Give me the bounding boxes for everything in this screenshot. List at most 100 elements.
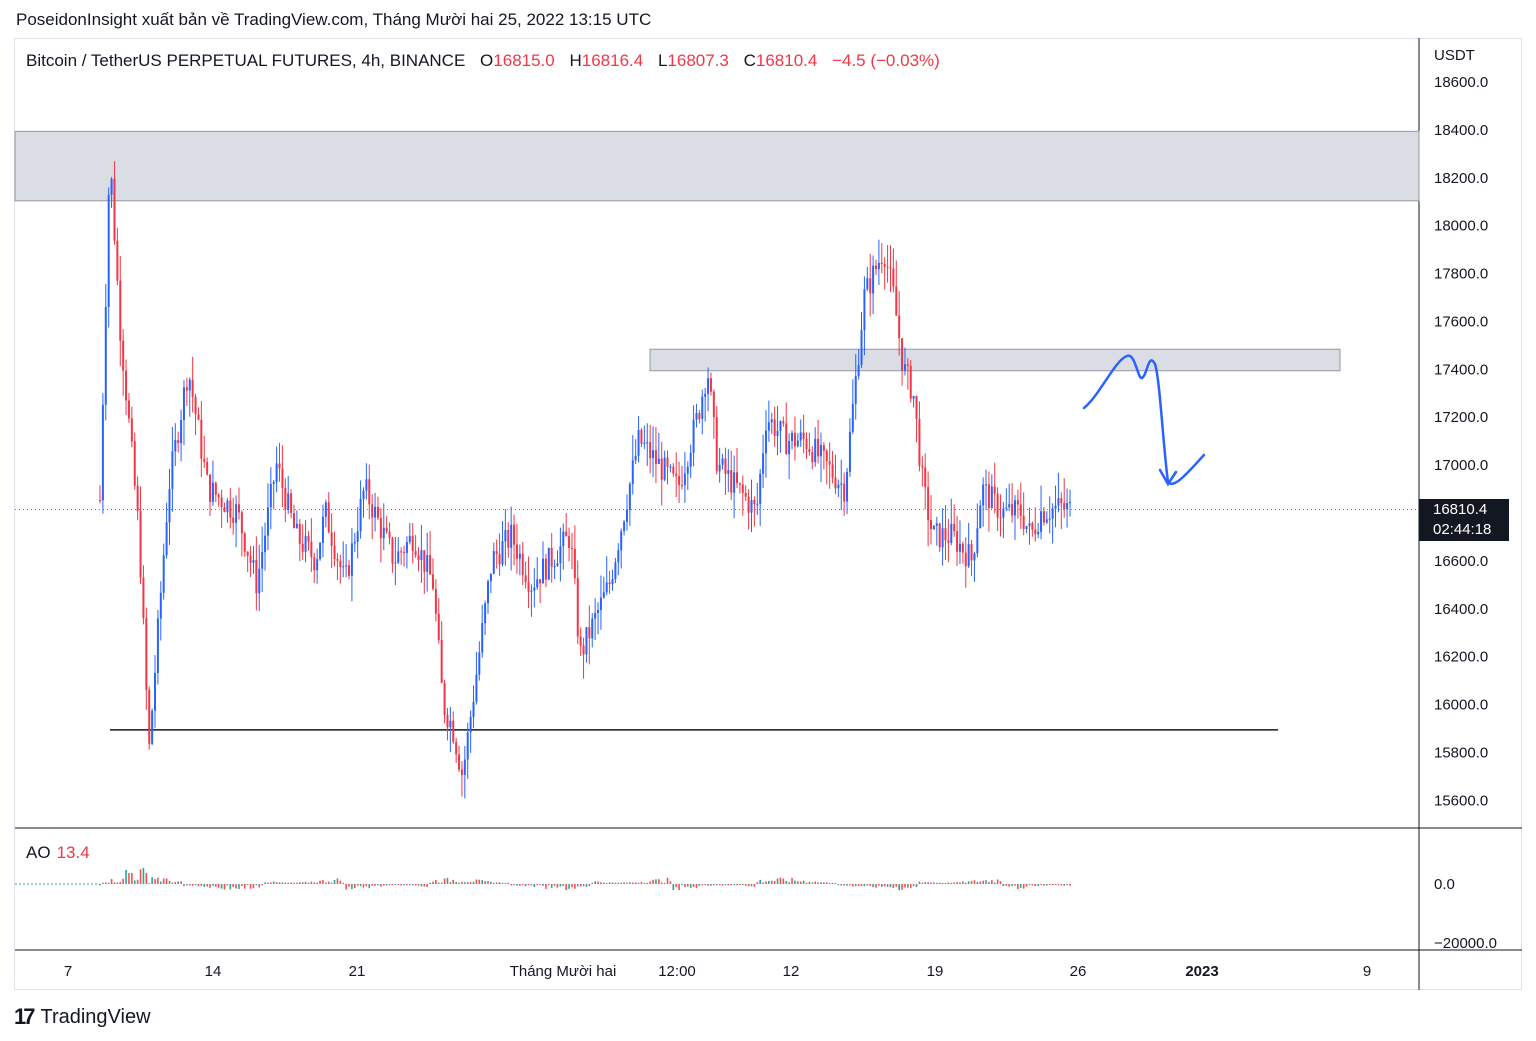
candle-body <box>985 484 988 486</box>
candle-body <box>953 523 956 532</box>
candle-body <box>669 466 672 468</box>
candle-body <box>235 504 238 523</box>
candle-body <box>99 500 101 502</box>
price-tick-label: 18400.0 <box>1434 122 1488 139</box>
candle-body <box>1028 523 1031 527</box>
candle-body <box>539 579 542 584</box>
candle-body <box>1069 501 1071 504</box>
price-tick-label: 15600.0 <box>1434 792 1488 809</box>
candle-body <box>568 536 571 549</box>
price-tick-label: 18600.0 <box>1434 74 1488 91</box>
candle-body <box>660 458 663 480</box>
candle-body <box>481 623 484 653</box>
ao-legend[interactable]: AO 13.4 <box>26 843 90 863</box>
price-tick-label: 18000.0 <box>1434 218 1488 235</box>
candle-body <box>872 265 875 294</box>
candle-body <box>379 517 382 539</box>
price-tick-label: 16400.0 <box>1434 601 1488 618</box>
price-tick-label: 16600.0 <box>1434 553 1488 570</box>
candle-body <box>397 551 400 563</box>
candle-body <box>831 464 834 478</box>
candle-body <box>185 387 188 391</box>
candle-body <box>707 378 710 394</box>
candle-body <box>591 618 594 639</box>
price-tick-label: 17200.0 <box>1434 409 1488 426</box>
candle-body <box>345 565 348 567</box>
candle-body <box>313 557 316 571</box>
candle-body <box>1031 523 1034 530</box>
candle-body <box>420 550 423 560</box>
candle-body <box>733 472 736 493</box>
candle-body <box>588 627 591 639</box>
candle-body <box>776 430 779 436</box>
candle-body <box>640 429 643 444</box>
candle-body <box>446 714 449 728</box>
candle-body <box>136 485 139 512</box>
candle-body <box>266 507 269 536</box>
symbol-title[interactable]: Bitcoin / TetherUS PERPETUAL FUTURES, 4h… <box>26 51 466 70</box>
candle-body <box>599 597 602 611</box>
candle-body <box>886 266 889 268</box>
candle-body <box>579 636 582 646</box>
candle-body <box>625 509 628 522</box>
candle-body <box>958 543 961 552</box>
candle-body <box>174 440 177 452</box>
candle-body <box>791 432 794 442</box>
candle-body <box>350 543 353 576</box>
tradingview-footer[interactable]: 17 TradingView <box>14 1004 151 1030</box>
candle-body <box>544 558 547 580</box>
candle-body <box>901 338 904 371</box>
candle-body <box>628 483 631 510</box>
candle-body <box>223 507 226 513</box>
resistance-zone-mid <box>649 348 1341 372</box>
candle-body <box>611 579 614 585</box>
price-tick-label: 15800.0 <box>1434 744 1488 761</box>
candle-body <box>941 528 944 548</box>
candle-body <box>623 521 626 532</box>
candle-body <box>232 517 235 523</box>
candle-body <box>226 500 229 513</box>
candle-body <box>1002 508 1005 518</box>
candle-body <box>133 441 136 486</box>
time-tick-label: 12 <box>783 963 800 980</box>
candle-body <box>252 560 255 563</box>
candle-body <box>747 496 750 513</box>
candle-body <box>463 759 466 775</box>
candle-body <box>950 523 953 543</box>
candle-body <box>927 487 930 521</box>
candle-body <box>1022 515 1025 530</box>
publisher-header: PoseidonInsight xuất bản về TradingView.… <box>16 10 652 29</box>
candle-body <box>431 574 434 589</box>
candle-body <box>631 460 634 484</box>
candle-body <box>892 268 895 287</box>
candle-body <box>298 523 301 544</box>
candle-body <box>1013 500 1016 516</box>
candle-body <box>1025 526 1028 530</box>
candle-body <box>921 465 924 468</box>
candle-body <box>1048 518 1051 520</box>
candle-body <box>1019 504 1022 516</box>
candle-body <box>229 500 232 518</box>
candle-body <box>255 560 258 594</box>
price-tick-label: 17800.0 <box>1434 266 1488 283</box>
time-tick-label: 2023 <box>1185 963 1218 980</box>
candle-body <box>139 511 142 578</box>
ao-value: 13.4 <box>56 843 90 862</box>
candle-body <box>683 473 686 486</box>
candle-body <box>553 566 556 568</box>
candle-body <box>443 682 446 715</box>
candle-body <box>979 505 982 529</box>
candle-body <box>866 278 869 290</box>
candle-body <box>542 558 545 584</box>
candle-body <box>796 440 799 447</box>
candle-body <box>666 457 669 467</box>
candle-body <box>110 178 113 195</box>
candle-body <box>637 429 640 456</box>
candle-body <box>915 396 918 419</box>
price-tick-label: 17400.0 <box>1434 361 1488 378</box>
candle-body <box>608 582 611 585</box>
candle-body <box>278 463 281 469</box>
candle-body <box>1037 531 1040 535</box>
candle-body <box>333 545 336 560</box>
